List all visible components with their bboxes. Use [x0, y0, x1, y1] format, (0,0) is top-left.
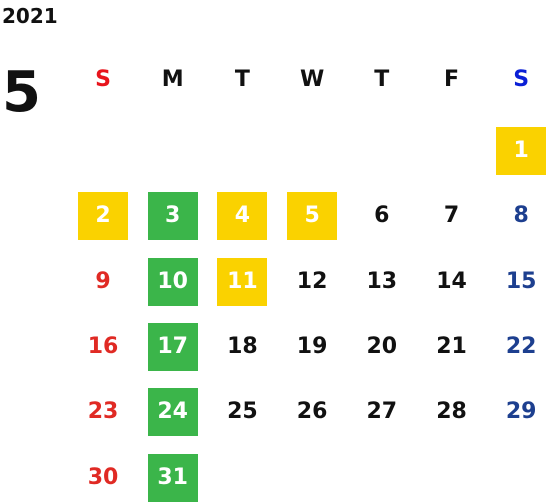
- day: 12: [296, 268, 328, 294]
- highlighted-day: 1: [496, 127, 547, 175]
- day: 16: [87, 333, 119, 359]
- day: 29: [505, 399, 537, 425]
- day: 13: [366, 268, 398, 294]
- weekday-header: W: [299, 67, 325, 92]
- weekday-header: F: [443, 67, 460, 92]
- day: 6: [374, 203, 390, 229]
- day: 23: [87, 399, 119, 425]
- day: 18: [227, 333, 258, 359]
- year: 2021: [2, 4, 58, 28]
- month: 5: [2, 60, 41, 125]
- day: 26: [296, 399, 328, 425]
- day: 21: [436, 333, 467, 359]
- weekday-header: T: [374, 67, 390, 92]
- day: 9: [95, 268, 111, 294]
- weekday-header: S: [95, 67, 111, 92]
- day: 27: [366, 399, 398, 425]
- day: 14: [436, 268, 467, 294]
- day: 15: [505, 268, 537, 294]
- highlighted-day: 24: [147, 388, 198, 437]
- highlighted-day: 3: [147, 192, 198, 241]
- highlighted-day: 31: [147, 453, 198, 502]
- highlighted-day: 11: [217, 257, 268, 306]
- highlighted-day: 2: [78, 192, 128, 241]
- day: 19: [296, 333, 328, 359]
- day: 25: [227, 399, 258, 425]
- weekday-header: T: [234, 67, 250, 92]
- highlighted-day: 5: [287, 192, 338, 241]
- day: 22: [505, 333, 537, 359]
- day: 20: [366, 333, 398, 359]
- day: 28: [436, 399, 467, 425]
- day: 30: [87, 464, 119, 490]
- highlighted-day: 10: [147, 257, 198, 306]
- weekday-header: M: [161, 67, 184, 92]
- day: 8: [513, 203, 529, 229]
- highlighted-day: 4: [217, 192, 268, 241]
- day: 7: [443, 203, 460, 229]
- highlighted-day: 17: [147, 322, 198, 371]
- weekday-header: S: [513, 67, 530, 92]
